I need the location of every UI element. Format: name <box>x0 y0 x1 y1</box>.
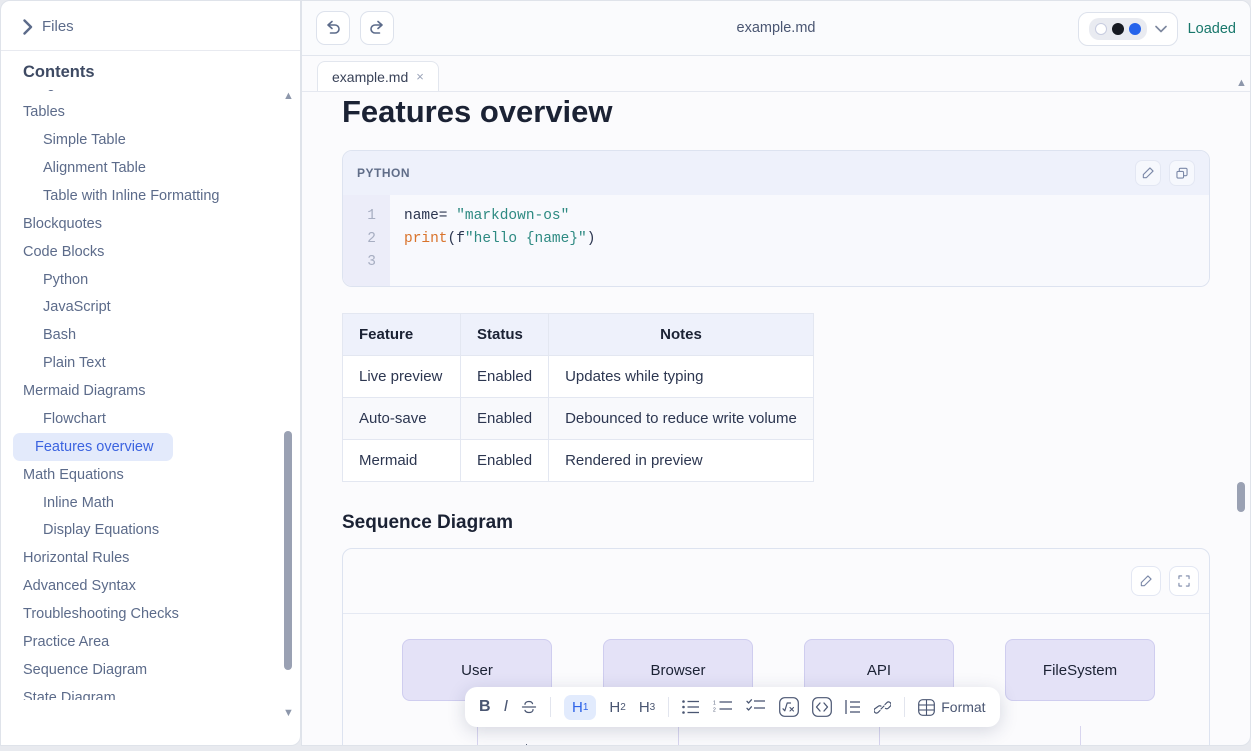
svg-text:1: 1 <box>713 701 716 707</box>
svg-text:2: 2 <box>713 708 716 714</box>
